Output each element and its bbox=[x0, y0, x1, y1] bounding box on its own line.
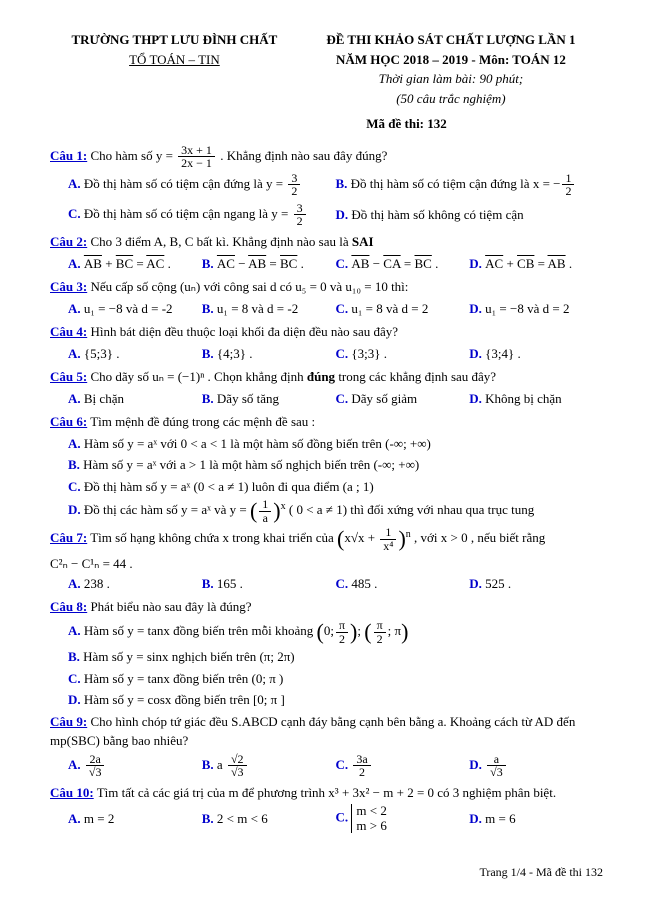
q1-text-a: Cho hàm số y = bbox=[90, 148, 176, 163]
q9-opt-c: C. 3a2 bbox=[336, 753, 470, 779]
question-2: Câu 2: Cho 3 điểm A, B, C bất kì. Khẳng … bbox=[50, 232, 603, 252]
q7-label: Câu 7: bbox=[50, 530, 87, 545]
q9-options: A. 2a√3 B. a √2√3 C. 3a2 D. a√3 bbox=[68, 753, 603, 779]
q6-text: Tìm mệnh đề đúng trong các mệnh đề sau : bbox=[90, 414, 315, 429]
school-name: TRƯỜNG THPT LƯU ĐÌNH CHẤT bbox=[50, 30, 299, 50]
q4-text: Hình bát diện đều thuộc loại khối đa diệ… bbox=[90, 324, 398, 339]
q9-opt-d: D. a√3 bbox=[469, 753, 603, 779]
q2-label: Câu 2: bbox=[50, 234, 87, 249]
q7-text-a: Tìm số hạng không chứa x trong khai triể… bbox=[90, 530, 337, 545]
q7-opt-a: A. 238 . bbox=[68, 574, 202, 594]
q7-opt-b: B. 165 . bbox=[202, 574, 336, 594]
q7-opt-c: C. 485 . bbox=[336, 574, 470, 594]
q9-text: Cho hình chóp tứ giác đều S.ABCD cạnh đá… bbox=[50, 714, 575, 749]
q5-options: A. Bị chặn B. Dãy số tăng C. Dãy số giảm… bbox=[68, 389, 603, 409]
q1-opt-d: D. Đồ thị hàm số không có tiệm cận bbox=[336, 205, 604, 225]
q10-text: Tìm tất cả các giá trị của m để phương t… bbox=[97, 785, 556, 800]
q7-opt-d: D. 525 . bbox=[469, 574, 603, 594]
q9-label: Câu 9: bbox=[50, 714, 87, 729]
q2-opt-d: D. AC + CB = AB . bbox=[469, 254, 603, 274]
q4-opt-b: B. {4;3} . bbox=[202, 344, 336, 364]
q1-label: Câu 1: bbox=[50, 148, 87, 163]
q6-opt-c: C. Đồ thị hàm số y = aˣ (0 < a ≠ 1) luôn… bbox=[68, 477, 603, 497]
q1-opt-b: B. Đồ thị hàm số có tiệm cận đứng là x =… bbox=[336, 172, 604, 198]
q5-opt-b: B. Dãy số tăng bbox=[202, 389, 336, 409]
q8-opt-c: C. Hàm số y = tanx đồng biến trên (0; π … bbox=[68, 669, 603, 689]
q3-opt-b: B. u₁ = 8 và d = -2 bbox=[202, 299, 336, 319]
q1-options-row1: A. Đồ thị hàm số có tiệm cận đứng là y =… bbox=[68, 172, 603, 198]
exam-count: (50 câu trắc nghiệm) bbox=[299, 89, 603, 109]
q5-text-a: Cho dãy số uₙ = (−1)ⁿ . Chọn khẳng định bbox=[90, 369, 306, 384]
question-1: Câu 1: Cho hàm số y = 3x + 12x − 1 . Khẳ… bbox=[50, 144, 603, 170]
q5-label: Câu 5: bbox=[50, 369, 87, 384]
page-footer: Trang 1/4 - Mã đề thi 132 bbox=[50, 863, 603, 881]
q9-opt-b: B. a √2√3 bbox=[202, 753, 336, 779]
question-5: Câu 5: Cho dãy số uₙ = (−1)ⁿ . Chọn khẳn… bbox=[50, 367, 603, 387]
q6-opt-a: A. Hàm số y = aˣ với 0 < a < 1 là một hà… bbox=[68, 434, 603, 454]
q9-opt-a: A. 2a√3 bbox=[68, 753, 202, 779]
q7-cond: C²ₙ − C¹ₙ = 44 . bbox=[50, 554, 603, 574]
q5-opt-c: C. Dãy số giảm bbox=[336, 389, 470, 409]
q3-opt-a: A. u₁ = −8 và d = -2 bbox=[68, 299, 202, 319]
header: TRƯỜNG THPT LƯU ĐÌNH CHẤT TỔ TOÁN – TIN … bbox=[50, 30, 603, 108]
q2-opt-a: A. AB + BC = AC . bbox=[68, 254, 202, 274]
q5-opt-d: D. Không bị chặn bbox=[469, 389, 603, 409]
q2-text: Cho 3 điểm A, B, C bất kì. Khẳng định nà… bbox=[90, 234, 351, 249]
q5-dung: đúng bbox=[307, 369, 335, 384]
q6-opt-d: D. Đồ thị các hàm số y = aˣ và y = (1a)x… bbox=[68, 498, 603, 524]
q1-frac: 3x + 12x − 1 bbox=[178, 144, 215, 170]
q1-text-b: . Khẳng định nào sau đây đúng? bbox=[220, 148, 387, 163]
q10-opt-c: C. m < 2 m > 6 bbox=[336, 804, 470, 833]
q8-opt-a: A. Hàm số y = tanx đồng biến trên mỗi kh… bbox=[68, 619, 603, 645]
exam-code: Mã đề thi: 132 bbox=[210, 114, 603, 134]
q6-label: Câu 6: bbox=[50, 414, 87, 429]
q8-text: Phát biểu nào sau đây là đúng? bbox=[90, 599, 251, 614]
q10-opt-d: D. m = 6 bbox=[469, 809, 603, 829]
question-7: Câu 7: Tìm số hạng không chứa x trong kh… bbox=[50, 526, 603, 552]
question-8: Câu 8: Phát biểu nào sau đây là đúng? bbox=[50, 597, 603, 617]
q3-options: A. u₁ = −8 và d = -2 B. u₁ = 8 và d = -2… bbox=[68, 299, 603, 319]
q10-label: Câu 10: bbox=[50, 785, 94, 800]
header-right: ĐỀ THI KHẢO SÁT CHẤT LƯỢNG LẦN 1 NĂM HỌC… bbox=[299, 30, 603, 108]
q4-options: A. {5;3} . B. {4;3} . C. {3;3} . D. {3;4… bbox=[68, 344, 603, 364]
q4-opt-a: A. {5;3} . bbox=[68, 344, 202, 364]
q4-label: Câu 4: bbox=[50, 324, 87, 339]
q3-text: Nếu cấp số cộng (uₙ) với công sai d có u… bbox=[90, 279, 408, 294]
exam-year: NĂM HỌC 2018 – 2019 - Môn: TOÁN 12 bbox=[299, 50, 603, 70]
q4-opt-d: D. {3;4} . bbox=[469, 344, 603, 364]
q1-opt-a: A. Đồ thị hàm số có tiệm cận đứng là y =… bbox=[68, 172, 336, 198]
q7-options: A. 238 . B. 165 . C. 485 . D. 525 . bbox=[68, 574, 603, 594]
exam-time: Thời gian làm bài: 90 phút; bbox=[299, 69, 603, 89]
question-4: Câu 4: Hình bát diện đều thuộc loại khối… bbox=[50, 322, 603, 342]
q3-opt-c: C. u₁ = 8 và d = 2 bbox=[336, 299, 470, 319]
q3-label: Câu 3: bbox=[50, 279, 87, 294]
q1-opt-c: C. Đồ thị hàm số có tiệm cận ngang là y … bbox=[68, 202, 336, 228]
question-10: Câu 10: Tìm tất cả các giá trị của m để … bbox=[50, 783, 603, 803]
q10-options: A. m = 2 B. 2 < m < 6 C. m < 2 m > 6 D. … bbox=[68, 804, 603, 833]
question-3: Câu 3: Nếu cấp số cộng (uₙ) với công sai… bbox=[50, 277, 603, 297]
q2-opt-b: B. AC − AB = BC . bbox=[202, 254, 336, 274]
q7-text-b: , với x > 0 , nếu biết rằng bbox=[414, 530, 545, 545]
q5-opt-a: A. Bị chặn bbox=[68, 389, 202, 409]
dept-name: TỔ TOÁN – TIN bbox=[50, 50, 299, 70]
exam-title: ĐỀ THI KHẢO SÁT CHẤT LƯỢNG LẦN 1 bbox=[299, 30, 603, 50]
q4-opt-c: C. {3;3} . bbox=[336, 344, 470, 364]
q8-label: Câu 8: bbox=[50, 599, 87, 614]
question-9: Câu 9: Cho hình chóp tứ giác đều S.ABCD … bbox=[50, 712, 603, 751]
question-6: Câu 6: Tìm mệnh đề đúng trong các mệnh đ… bbox=[50, 412, 603, 432]
q8-opt-b: B. Hàm số y = sinx nghịch biến trên (π; … bbox=[68, 647, 603, 667]
q10-opt-b: B. 2 < m < 6 bbox=[202, 809, 336, 829]
q8-opt-d: D. Hàm số y = cosx đồng biến trên [0; π … bbox=[68, 690, 603, 710]
q6-opt-b: B. Hàm số y = aˣ với a > 1 là một hàm số… bbox=[68, 455, 603, 475]
header-left: TRƯỜNG THPT LƯU ĐÌNH CHẤT TỔ TOÁN – TIN bbox=[50, 30, 299, 108]
q5-text-b: trong các khẳng định sau đây? bbox=[335, 369, 496, 384]
q2-options: A. AB + BC = AC . B. AC − AB = BC . C. A… bbox=[68, 254, 603, 274]
q1-options-row2: C. Đồ thị hàm số có tiệm cận ngang là y … bbox=[68, 202, 603, 228]
q2-opt-c: C. AB − CA = BC . bbox=[336, 254, 470, 274]
q3-opt-d: D. u₁ = −8 và d = 2 bbox=[469, 299, 603, 319]
q10-opt-a: A. m = 2 bbox=[68, 809, 202, 829]
q2-sai: SAI bbox=[352, 234, 374, 249]
